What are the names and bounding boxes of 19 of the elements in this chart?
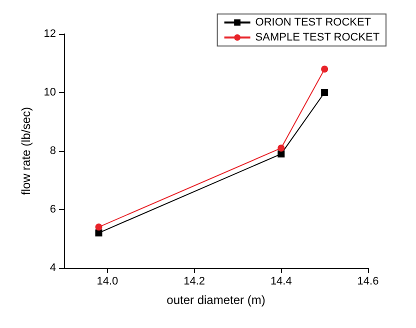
x-tick-label: 14.2 xyxy=(184,276,205,288)
y-tick-label: 8 xyxy=(50,145,56,157)
x-tick-label: 14.0 xyxy=(96,276,118,288)
y-tick-label: 10 xyxy=(44,86,56,98)
point xyxy=(321,66,328,73)
x-axis-title: outer diameter (m) xyxy=(166,293,266,307)
x-tick-label: 14.6 xyxy=(357,276,379,288)
point xyxy=(95,229,102,236)
y-axis-title: flow rate (lb/sec) xyxy=(19,106,33,196)
y-tick-label: 12 xyxy=(44,28,56,40)
y-tick-label: 4 xyxy=(50,262,56,274)
y-tick-label: 6 xyxy=(50,204,56,216)
legend-label: ORION TEST ROCKET xyxy=(255,16,372,28)
point xyxy=(321,89,328,96)
point xyxy=(95,224,102,231)
legend-label: SAMPLE TEST ROCKET xyxy=(255,32,380,44)
point xyxy=(278,144,285,152)
point xyxy=(278,150,285,158)
x-tick-label: 14.4 xyxy=(270,276,292,288)
